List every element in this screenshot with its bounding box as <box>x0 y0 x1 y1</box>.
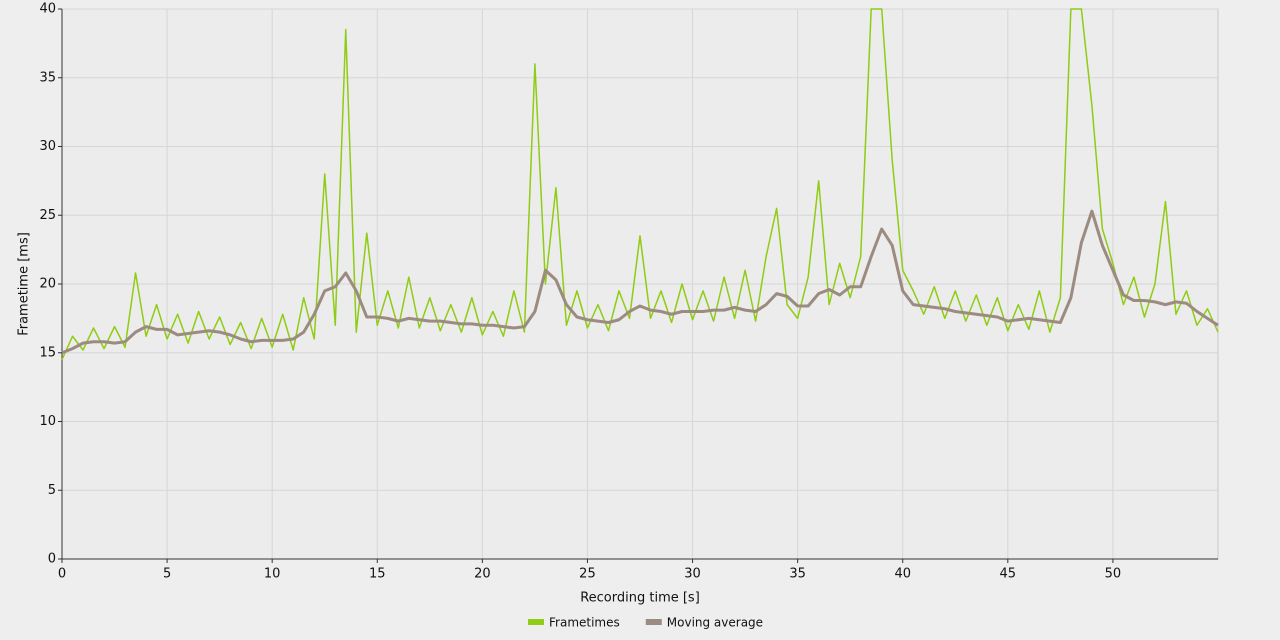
y-tick-label: 0 <box>48 552 56 567</box>
legend-label: Moving average <box>667 616 763 630</box>
x-tick-label: 30 <box>684 567 701 582</box>
x-axis-label: Recording time [s] <box>580 591 700 606</box>
legend-label: Frametimes <box>549 616 620 630</box>
x-tick-label: 35 <box>789 567 806 582</box>
x-tick-label: 15 <box>369 567 386 582</box>
y-tick-label: 40 <box>39 2 56 17</box>
y-tick-label: 30 <box>39 139 56 154</box>
x-tick-label: 45 <box>1000 567 1017 582</box>
y-tick-label: 35 <box>39 70 56 85</box>
x-tick-label: 10 <box>264 567 281 582</box>
x-tick-label: 20 <box>474 567 491 582</box>
y-tick-label: 5 <box>48 483 56 498</box>
legend-swatch <box>528 619 544 625</box>
x-tick-label: 5 <box>163 567 171 582</box>
series-line <box>61 209 1219 355</box>
x-tick-label: 50 <box>1105 567 1122 582</box>
y-tick-label: 20 <box>39 277 56 292</box>
series-line <box>61 8 1219 360</box>
x-tick-label: 0 <box>58 567 66 582</box>
legend-swatch <box>645 619 662 625</box>
x-tick-label: 40 <box>894 567 911 582</box>
x-tick-label: 25 <box>579 567 596 582</box>
y-axis-label: Frametime [ms] <box>17 232 32 336</box>
y-tick-label: 25 <box>39 208 56 223</box>
y-tick-label: 10 <box>39 414 56 429</box>
y-tick-label: 15 <box>39 345 56 360</box>
